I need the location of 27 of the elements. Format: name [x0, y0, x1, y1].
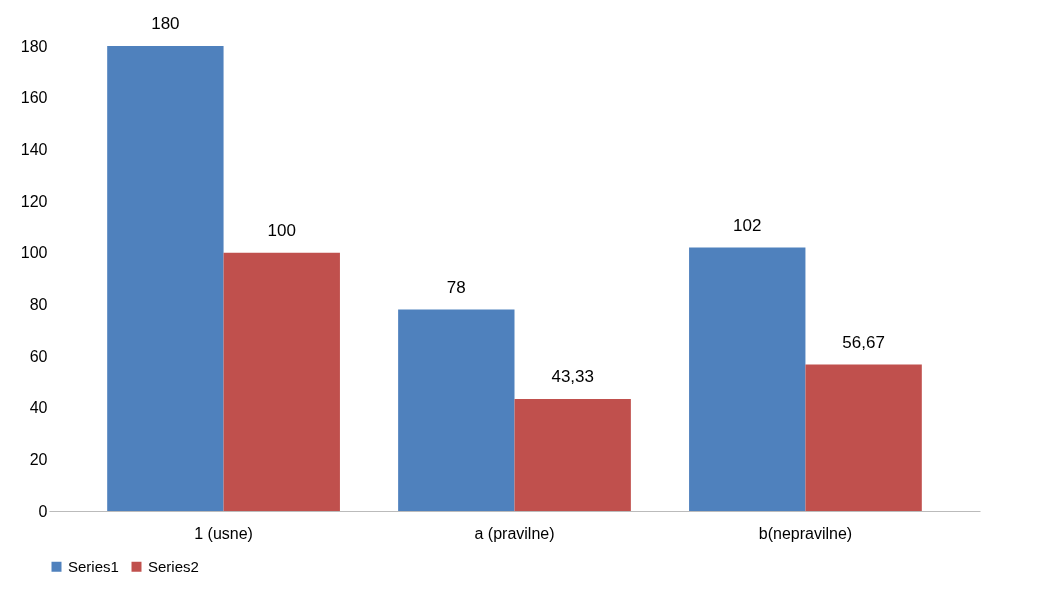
- legend-label: Series2: [148, 557, 199, 575]
- x-tick-label: a (pravilne): [474, 524, 555, 542]
- y-tick-label: 20: [29, 450, 48, 468]
- data-label: 102: [733, 215, 762, 235]
- bar: [689, 247, 806, 511]
- y-tick-label: 140: [20, 140, 48, 158]
- bar: [805, 364, 922, 511]
- data-label: 78: [446, 277, 466, 297]
- data-label: 43,33: [551, 367, 594, 387]
- bar: [398, 309, 515, 511]
- y-tick-label: 0: [38, 502, 48, 520]
- x-tick-label: b(nepravilne): [758, 524, 853, 542]
- y-tick-label: 80: [29, 295, 48, 313]
- y-tick-label: 120: [20, 192, 48, 210]
- legend-label: Series1: [68, 557, 119, 575]
- data-label: 100: [267, 220, 296, 240]
- y-tick-label: 100: [20, 244, 48, 262]
- data-label: 180: [151, 14, 180, 33]
- y-tick-label: 180: [20, 37, 48, 55]
- bar: [107, 46, 224, 511]
- data-label: 56,67: [842, 332, 885, 352]
- bar: [223, 252, 340, 511]
- x-tick-label: 1 (usne): [194, 524, 253, 542]
- bar: [514, 399, 631, 511]
- y-tick-label: 60: [29, 347, 48, 365]
- y-tick-label: 40: [29, 399, 48, 417]
- y-tick-label: 160: [20, 89, 48, 107]
